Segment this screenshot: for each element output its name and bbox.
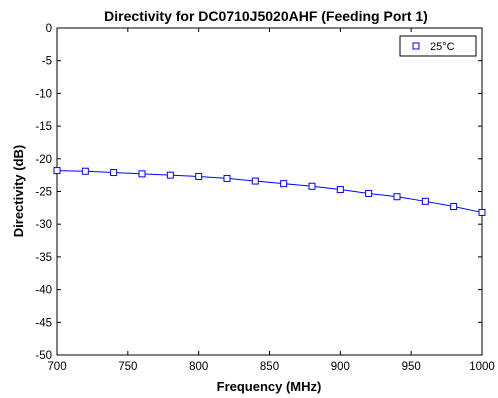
- y-tick-label: -35: [35, 252, 52, 264]
- axis-ticks: 700 750 800 850 900 950 1000 0 -5 -10 -15 -20 -25 -30…: [35, 23, 494, 373]
- legend: 25°C: [399, 35, 477, 57]
- data-point-marker: [421, 197, 429, 205]
- y-tick-label: -15: [35, 121, 52, 133]
- x-tick-label: 950: [402, 361, 421, 373]
- data-point-marker: [110, 169, 118, 177]
- series-layer: [53, 167, 486, 216]
- y-tick-label: -10: [35, 88, 52, 100]
- y-tick-label: -25: [35, 187, 52, 199]
- x-tick-label: 700: [47, 361, 66, 373]
- y-tick-label: -40: [35, 285, 52, 297]
- plot-frame: [56, 27, 483, 356]
- legend-marker: [412, 42, 420, 50]
- y-tick-label: -20: [35, 154, 52, 166]
- series-line: [56, 170, 483, 213]
- data-point-marker: [251, 177, 259, 185]
- chart-title: Directivity for DC0710J5020AHF (Feeding …: [104, 8, 428, 24]
- data-point-marker: [166, 171, 174, 179]
- data-point-marker: [450, 203, 458, 211]
- data-point-marker: [138, 170, 146, 178]
- x-tick-label: 800: [189, 361, 208, 373]
- legend-box: [399, 35, 477, 57]
- y-tick-label: 0: [46, 23, 52, 35]
- x-tick-label: 850: [260, 361, 279, 373]
- data-point-marker: [365, 189, 373, 197]
- data-point-marker: [223, 174, 231, 182]
- data-point-marker: [280, 180, 288, 188]
- x-tick-label: 900: [331, 361, 350, 373]
- x-tick-label: 750: [118, 361, 137, 373]
- plot-area: [57, 28, 482, 355]
- data-point-marker: [478, 208, 486, 216]
- y-tick-label: -45: [35, 317, 52, 329]
- x-tick-label: 1000: [469, 361, 495, 373]
- data-point-marker: [393, 193, 401, 201]
- data-point-marker: [81, 167, 89, 175]
- data-point-marker: [195, 172, 203, 180]
- y-tick-label: -30: [35, 219, 52, 231]
- data-point-marker: [53, 167, 61, 175]
- x-axis-label: Frequency (MHz): [217, 379, 322, 394]
- y-tick-label: -50: [35, 350, 52, 362]
- legend-label: 25°C: [430, 41, 455, 53]
- data-point-marker: [308, 182, 316, 190]
- y-axis-label: Directivity (dB): [11, 145, 26, 237]
- data-point-marker: [336, 186, 344, 194]
- y-tick-label: -5: [42, 56, 52, 68]
